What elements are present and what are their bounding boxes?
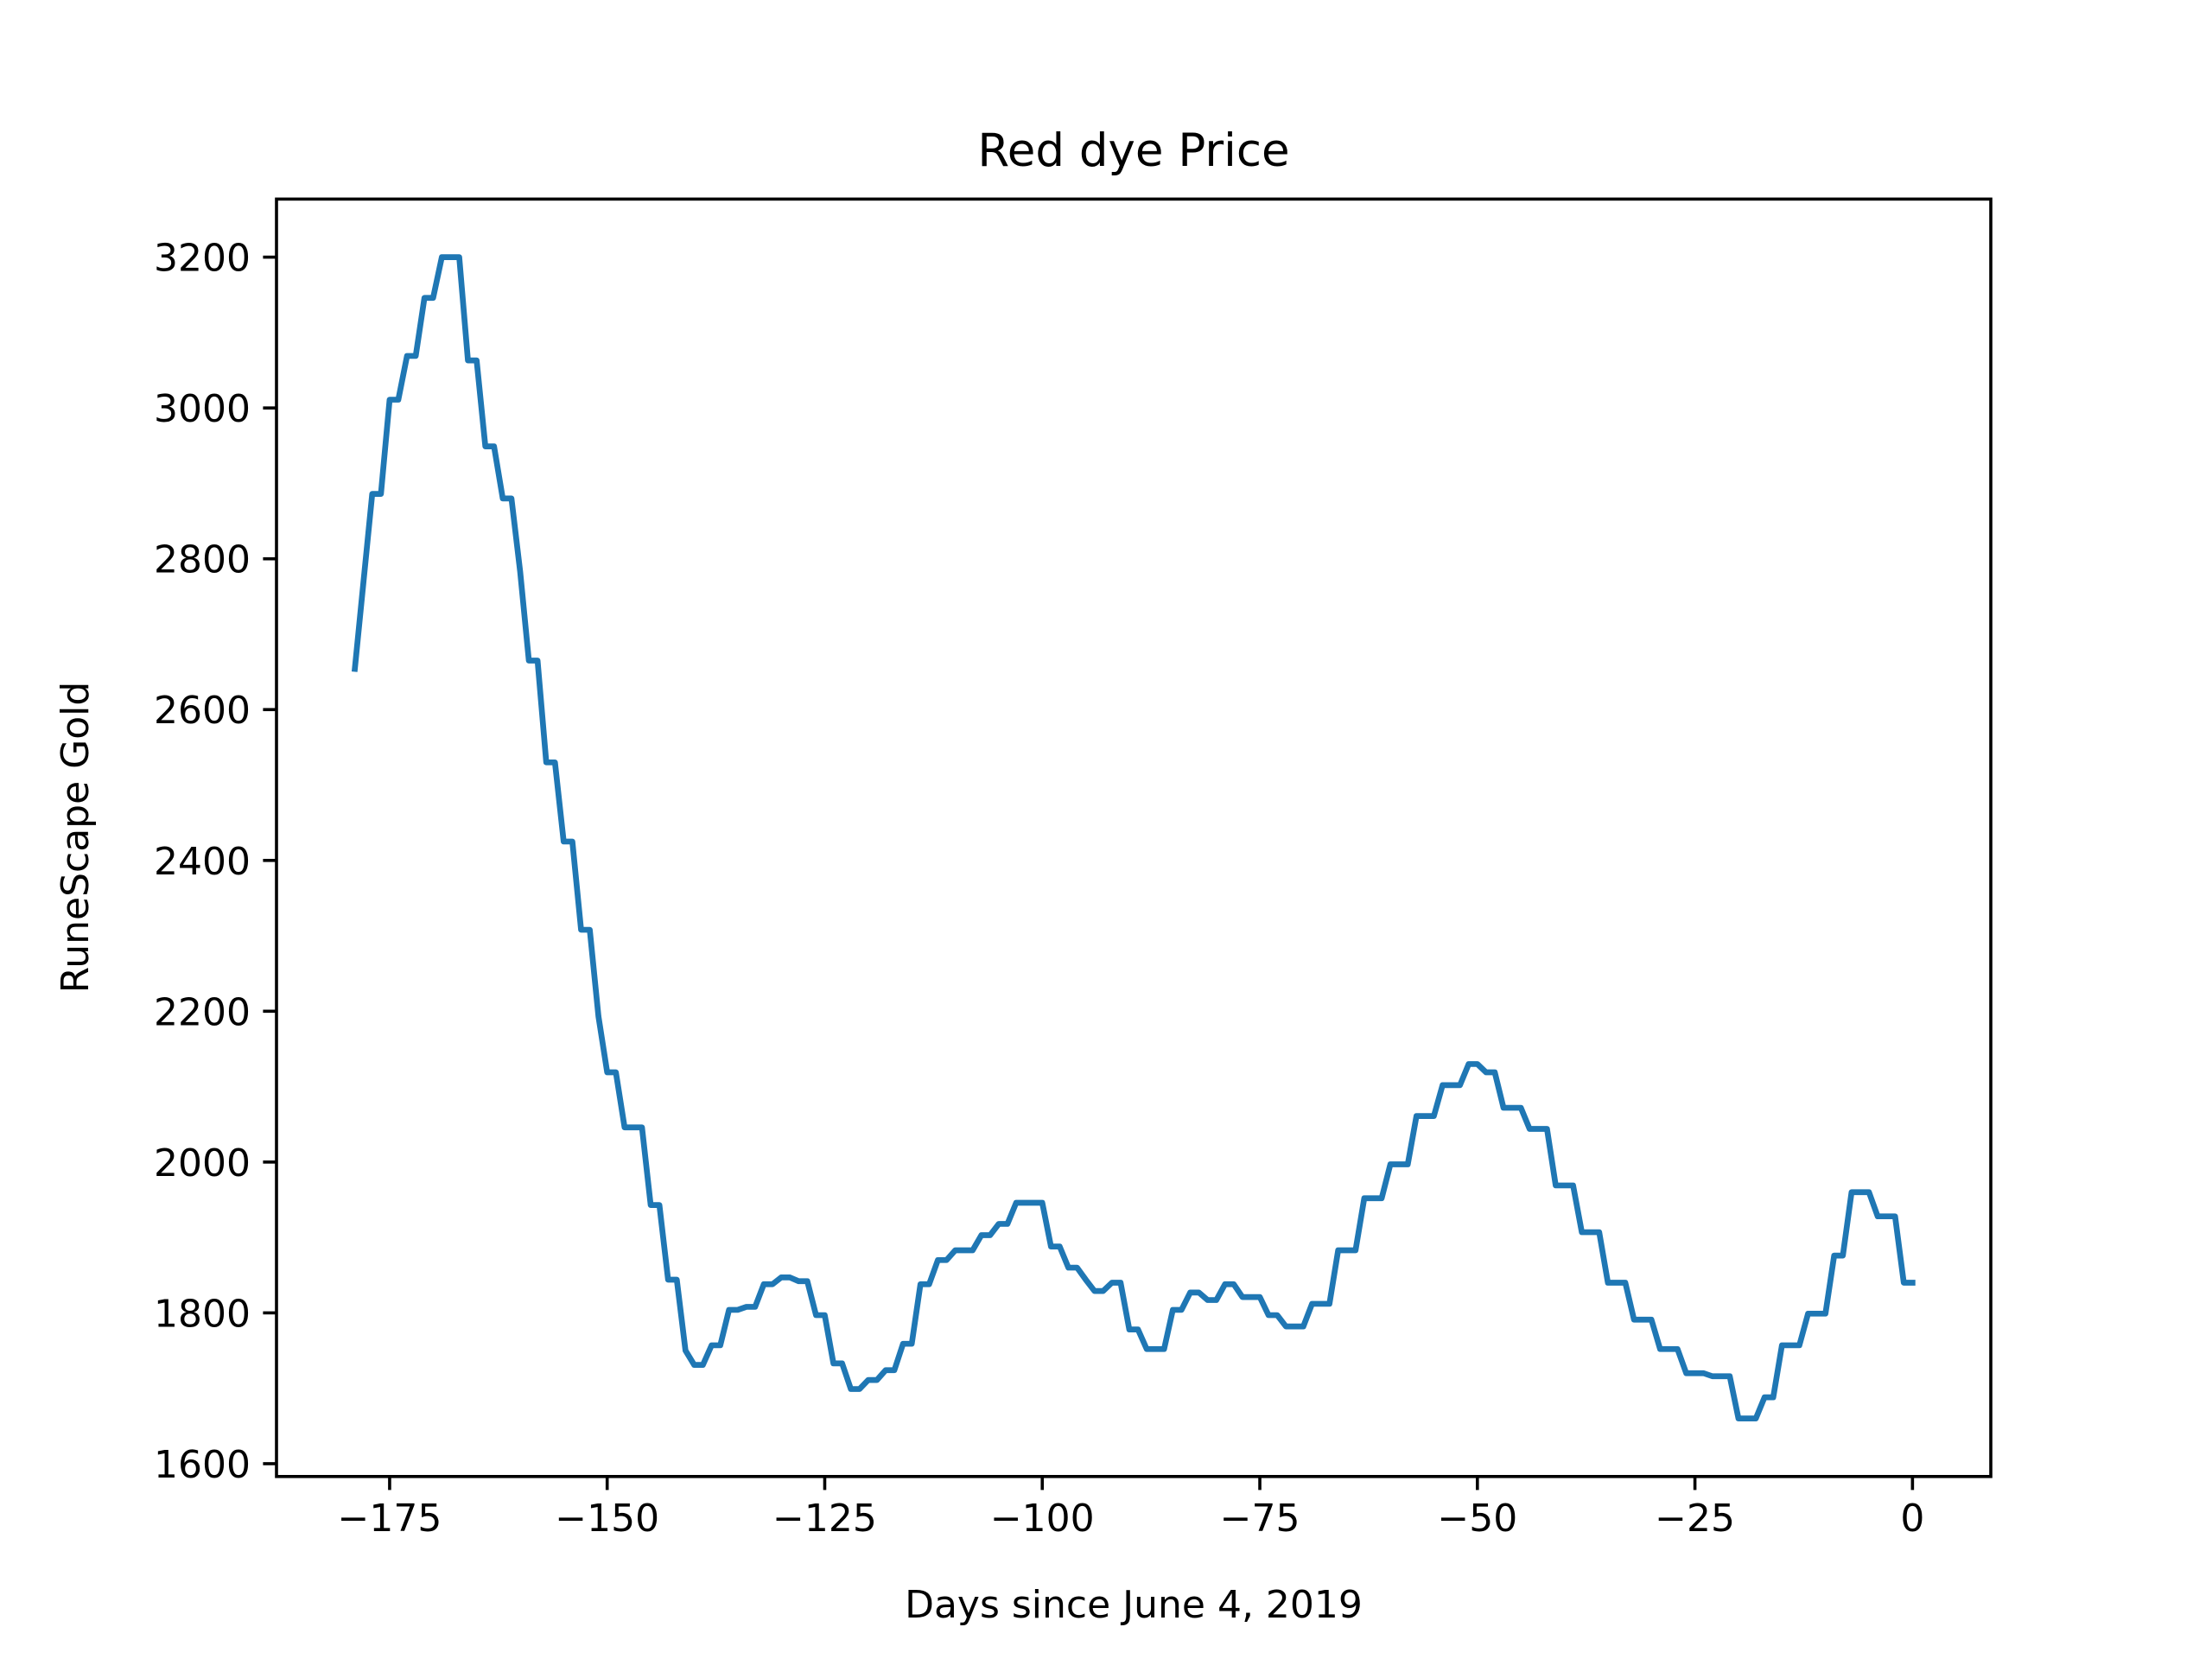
y-tick-label: 2600: [154, 689, 251, 733]
data-line: [351, 254, 1916, 1421]
y-tick-label: 1800: [154, 1292, 251, 1336]
y-tick-label: 3000: [154, 387, 251, 431]
x-tick-label: −125: [772, 1497, 877, 1541]
x-tick-label: −50: [1437, 1497, 1517, 1541]
x-tick-label: −150: [555, 1497, 659, 1541]
y-tick-label: 2800: [154, 538, 251, 582]
y-tick-label: 2400: [154, 840, 251, 884]
x-tick-label: −75: [1220, 1497, 1300, 1541]
chart-title: Red dye Price: [977, 124, 1289, 177]
plot-frame: [275, 197, 1993, 1478]
x-tick-label: −100: [990, 1497, 1095, 1541]
y-tick-label: 3200: [154, 237, 251, 281]
y-tick-label: 2000: [154, 1141, 251, 1185]
x-tick-label: −175: [337, 1497, 442, 1541]
y-axis-label: RuneScape Gold: [54, 682, 98, 994]
y-tick-label: 2200: [154, 990, 251, 1034]
x-axis-label: Days since June 4, 2019: [905, 1583, 1363, 1627]
x-tick-label: 0: [1900, 1497, 1924, 1541]
x-tick-label: −25: [1655, 1497, 1735, 1541]
y-tick-label: 1600: [154, 1443, 251, 1487]
